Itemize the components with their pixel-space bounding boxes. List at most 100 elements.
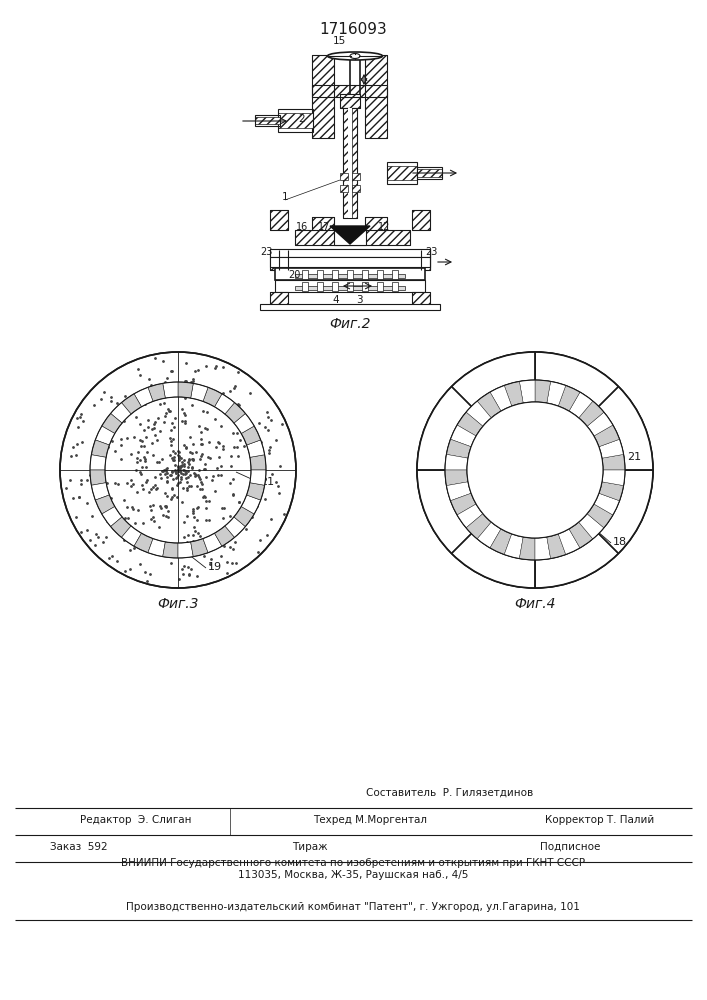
Polygon shape bbox=[234, 507, 255, 527]
Polygon shape bbox=[535, 352, 619, 406]
Bar bbox=[365, 55, 387, 138]
Polygon shape bbox=[579, 514, 604, 539]
Bar bbox=[340, 94, 360, 108]
Polygon shape bbox=[225, 517, 245, 537]
Polygon shape bbox=[191, 383, 208, 401]
Text: 4: 4 bbox=[332, 295, 339, 305]
Text: 113035, Москва, Ж-35, Раушская наб., 4/5: 113035, Москва, Ж-35, Раушская наб., 4/5 bbox=[238, 870, 468, 880]
Text: 1716093: 1716093 bbox=[319, 22, 387, 37]
Bar bbox=[302, 270, 308, 279]
Polygon shape bbox=[247, 440, 264, 457]
Bar bbox=[332, 270, 338, 279]
Text: 17: 17 bbox=[318, 222, 330, 232]
Polygon shape bbox=[163, 382, 178, 398]
Text: Тираж: Тираж bbox=[292, 842, 328, 852]
Polygon shape bbox=[110, 517, 131, 537]
Bar bbox=[412, 210, 430, 230]
Polygon shape bbox=[178, 542, 193, 558]
Bar bbox=[412, 250, 430, 270]
Bar bbox=[340, 94, 360, 108]
Bar bbox=[377, 282, 383, 291]
Polygon shape bbox=[452, 534, 535, 588]
Bar bbox=[278, 109, 313, 132]
Polygon shape bbox=[535, 380, 551, 403]
Text: Заказ  592: Заказ 592 bbox=[50, 842, 107, 852]
Text: 15: 15 bbox=[333, 36, 346, 46]
Text: 12: 12 bbox=[378, 222, 390, 232]
Bar bbox=[347, 282, 353, 291]
Bar bbox=[417, 167, 442, 179]
Bar bbox=[278, 113, 313, 128]
Circle shape bbox=[60, 352, 296, 588]
Polygon shape bbox=[250, 455, 266, 470]
Polygon shape bbox=[102, 506, 122, 527]
Polygon shape bbox=[241, 426, 261, 445]
Text: Производственно-издательский комбинат "Патент", г. Ужгород, ул.Гагарина, 101: Производственно-издательский комбинат "П… bbox=[126, 902, 580, 912]
Polygon shape bbox=[214, 394, 235, 414]
Bar bbox=[275, 268, 425, 280]
Polygon shape bbox=[594, 425, 619, 447]
Text: Корректор Т. Палий: Корректор Т. Палий bbox=[545, 815, 655, 825]
Bar bbox=[317, 270, 323, 279]
Polygon shape bbox=[559, 529, 580, 555]
Polygon shape bbox=[91, 483, 110, 500]
Bar bbox=[317, 282, 323, 291]
Polygon shape bbox=[587, 504, 613, 528]
Polygon shape bbox=[148, 539, 165, 557]
Text: Составитель  Р. Гилязетдинов: Составитель Р. Гилязетдинов bbox=[366, 788, 534, 798]
Polygon shape bbox=[446, 482, 471, 501]
Polygon shape bbox=[95, 495, 115, 514]
Polygon shape bbox=[191, 539, 208, 557]
Polygon shape bbox=[95, 426, 115, 445]
Polygon shape bbox=[490, 529, 512, 555]
Polygon shape bbox=[520, 380, 535, 403]
Polygon shape bbox=[102, 413, 122, 434]
Polygon shape bbox=[504, 534, 523, 559]
Bar bbox=[365, 217, 387, 232]
Polygon shape bbox=[594, 493, 619, 515]
Bar bbox=[340, 185, 348, 192]
Polygon shape bbox=[225, 403, 245, 423]
Text: Фиг.4: Фиг.4 bbox=[514, 597, 556, 611]
Text: Редактор  Э. Слиган: Редактор Э. Слиган bbox=[80, 815, 192, 825]
Bar bbox=[412, 210, 430, 230]
Text: 20: 20 bbox=[288, 270, 300, 280]
Text: Фиг.2: Фиг.2 bbox=[329, 317, 370, 331]
Polygon shape bbox=[134, 387, 153, 407]
Bar bbox=[270, 210, 288, 230]
Polygon shape bbox=[452, 352, 535, 406]
Bar bbox=[270, 292, 288, 305]
Polygon shape bbox=[599, 482, 624, 501]
Polygon shape bbox=[241, 495, 261, 514]
Bar bbox=[312, 217, 334, 232]
Bar bbox=[387, 162, 417, 184]
Polygon shape bbox=[599, 470, 653, 553]
Polygon shape bbox=[602, 454, 625, 470]
Bar bbox=[275, 280, 425, 292]
Polygon shape bbox=[602, 470, 625, 486]
Bar bbox=[270, 249, 430, 257]
Polygon shape bbox=[148, 383, 165, 401]
Text: 21: 21 bbox=[627, 452, 641, 462]
Bar bbox=[392, 270, 398, 279]
Bar bbox=[295, 274, 405, 278]
Bar bbox=[260, 304, 440, 310]
Polygon shape bbox=[250, 470, 266, 485]
Bar bbox=[332, 282, 338, 291]
Text: 3: 3 bbox=[356, 295, 363, 305]
Bar bbox=[295, 230, 410, 245]
Polygon shape bbox=[535, 534, 619, 588]
Polygon shape bbox=[466, 514, 491, 539]
Polygon shape bbox=[457, 412, 483, 436]
Text: 2: 2 bbox=[298, 114, 305, 124]
Bar bbox=[312, 85, 387, 97]
Ellipse shape bbox=[350, 53, 360, 58]
Polygon shape bbox=[90, 470, 106, 485]
Polygon shape bbox=[330, 226, 370, 244]
Text: 18: 18 bbox=[613, 537, 627, 547]
Bar bbox=[343, 108, 348, 218]
Polygon shape bbox=[445, 470, 468, 486]
Text: 23: 23 bbox=[425, 247, 438, 257]
Polygon shape bbox=[234, 413, 255, 434]
Bar bbox=[334, 230, 366, 245]
